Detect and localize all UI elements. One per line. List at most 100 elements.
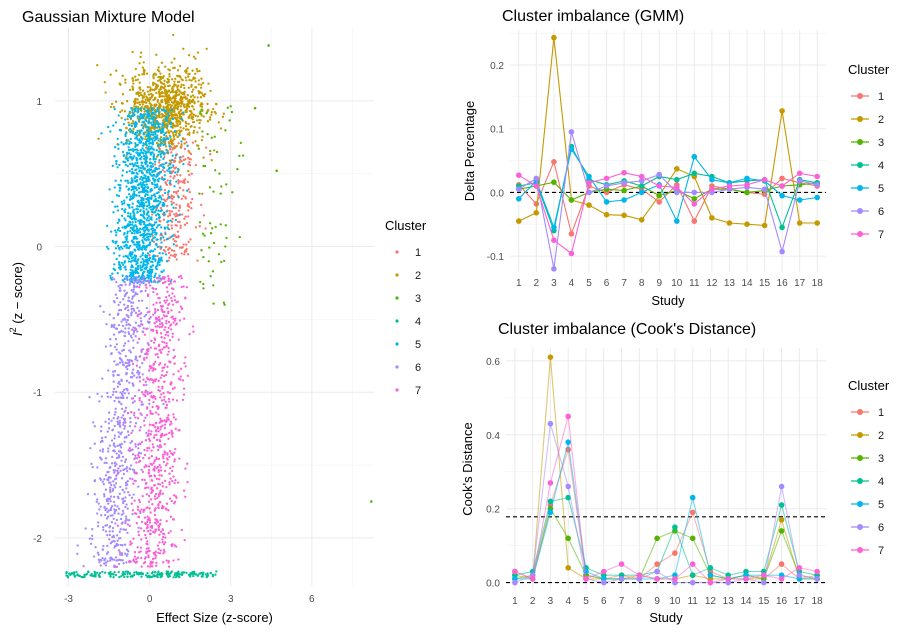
scatter-point xyxy=(150,479,153,482)
scatter-point xyxy=(127,309,130,312)
scatter-point xyxy=(151,94,154,97)
scatter-point xyxy=(166,77,169,81)
scatter-point xyxy=(149,205,153,209)
scatter-point xyxy=(124,515,128,518)
scatter-point xyxy=(141,127,145,130)
scatter-point xyxy=(113,462,116,465)
scatter-point xyxy=(153,276,156,279)
scatter-point xyxy=(153,223,156,226)
x-tick-label: 17 xyxy=(794,596,806,607)
scatter-point xyxy=(125,518,128,522)
scatter-point xyxy=(126,412,130,415)
scatter-point xyxy=(114,247,118,250)
scatter-point xyxy=(198,225,201,228)
scatter-point xyxy=(139,320,143,323)
legend-label: 7 xyxy=(415,385,421,397)
scatter-point xyxy=(143,557,147,560)
scatter-point xyxy=(137,408,140,411)
scatter-point xyxy=(163,214,166,217)
scatter-point xyxy=(148,446,151,450)
scatter-point xyxy=(158,444,162,447)
scatter-point xyxy=(130,124,134,128)
scatter-point xyxy=(132,150,135,153)
scatter-point xyxy=(118,553,122,556)
scatter-point xyxy=(110,352,113,355)
legend-key-point xyxy=(857,162,863,168)
scatter-point xyxy=(146,193,149,197)
scatter-point xyxy=(128,123,131,127)
data-point xyxy=(565,439,571,446)
scatter-point xyxy=(171,78,174,81)
scatter-point xyxy=(136,161,139,164)
scatter-point xyxy=(147,229,150,232)
scatter-point xyxy=(116,272,119,275)
scatter-point xyxy=(130,440,134,443)
scatter-point xyxy=(182,285,185,288)
scatter-point xyxy=(151,412,154,415)
scatter-point xyxy=(86,492,90,496)
scatter-point xyxy=(199,96,203,99)
scatter-point xyxy=(157,430,160,433)
scatter-point xyxy=(117,309,121,312)
scatter-point xyxy=(140,565,143,568)
scatter-point xyxy=(192,330,195,333)
scatter-point xyxy=(182,83,185,87)
x-tick-label: 6 xyxy=(601,596,607,607)
scatter-point xyxy=(165,520,168,523)
scatter-point xyxy=(134,291,137,294)
scatter-point xyxy=(142,456,145,460)
scatter-point xyxy=(174,166,178,169)
data-point xyxy=(778,483,785,490)
scatter-point xyxy=(111,514,114,517)
y-tick-label: 0.6 xyxy=(486,357,500,368)
scatter-point xyxy=(138,283,142,286)
scatter-point xyxy=(113,370,117,373)
scatter-point xyxy=(166,453,169,456)
scatter-point xyxy=(118,465,122,468)
scatter-point xyxy=(150,208,153,211)
scatter-point xyxy=(121,226,124,229)
scatter-point xyxy=(119,83,122,86)
scatter-point xyxy=(130,328,134,331)
data-point xyxy=(621,187,627,194)
scatter-point xyxy=(104,571,107,574)
scatter-point xyxy=(170,235,173,238)
scatter-point xyxy=(132,273,135,276)
scatter-point xyxy=(128,493,131,497)
scatter-point xyxy=(152,75,155,78)
scatter-point xyxy=(158,523,161,526)
scatter-point xyxy=(141,186,145,189)
scatter-point xyxy=(128,140,131,143)
scatter-point xyxy=(156,544,160,547)
scatter-point xyxy=(185,108,188,111)
scatter-point xyxy=(123,440,126,443)
scatter-point xyxy=(147,201,151,204)
scatter-point xyxy=(166,179,169,182)
scatter-point xyxy=(152,290,155,294)
scatter-point xyxy=(171,465,175,468)
series-line xyxy=(518,147,818,230)
scatter-point xyxy=(91,465,94,469)
scatter-point xyxy=(153,211,157,214)
scatter-point xyxy=(159,518,162,522)
scatter-point xyxy=(183,538,186,542)
scatter-point xyxy=(187,240,190,244)
scatter-point xyxy=(151,557,155,560)
data-point xyxy=(551,159,557,165)
scatter-point xyxy=(132,210,135,213)
scatter-point xyxy=(145,407,149,410)
scatter-point xyxy=(199,280,202,284)
scatter-point xyxy=(162,211,166,214)
data-point xyxy=(743,576,749,582)
scatter-point xyxy=(156,254,159,258)
scatter-point xyxy=(112,417,115,420)
scatter-point xyxy=(171,217,174,220)
scatter-point xyxy=(154,397,157,401)
scatter-point xyxy=(193,125,196,129)
scatter-point xyxy=(119,543,122,547)
scatter-point xyxy=(164,145,168,148)
scatter-point xyxy=(133,457,136,461)
scatter-point xyxy=(214,169,217,172)
scatter-point xyxy=(128,206,131,209)
